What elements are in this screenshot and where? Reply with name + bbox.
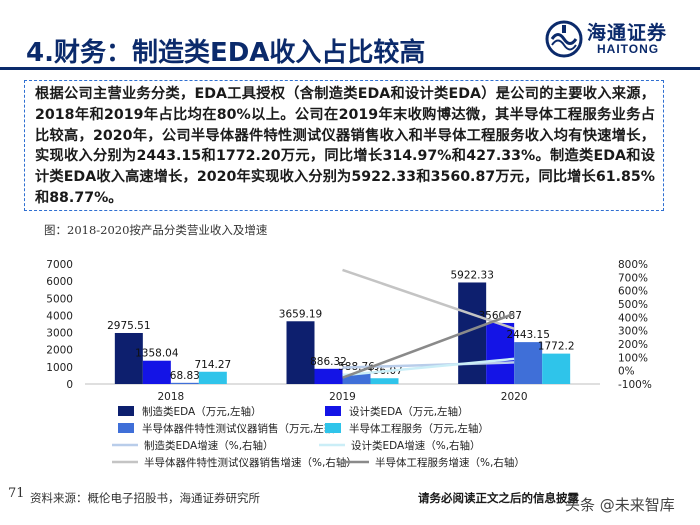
bar-data-label: 3659.19 <box>279 308 322 320</box>
x-tick-label: 2018 <box>157 391 184 403</box>
bar-data-label: 714.27 <box>194 359 231 371</box>
logo-en-text: HAITONG <box>597 42 660 56</box>
legend-swatch <box>118 423 134 433</box>
source-note: 资料来源：概伦电子招股书，海通证券研究所 <box>30 491 260 505</box>
bar-3-2018 <box>198 371 227 384</box>
legend-label: 半导体器件特性测试仪器销售增速（%,右轴） <box>144 456 357 469</box>
figure-caption: 图：2018-2020按产品分类营业收入及增速 <box>44 223 268 237</box>
bar-3-2019 <box>370 378 399 384</box>
bar-0-2019 <box>286 321 315 384</box>
bar-data-label: 886.32 <box>310 356 347 368</box>
legend-swatch <box>118 406 134 416</box>
disclaimer: 请务必阅读正文之后的信息披露 <box>418 491 579 505</box>
legend-label: 设计类EDA（万元,左轴） <box>349 405 469 418</box>
bar-data-label: 1358.04 <box>135 348 179 360</box>
right-axis-tick-label: 800% <box>618 259 648 271</box>
bar-0-2018 <box>114 332 143 384</box>
page-title: 4.财务：制造类EDA收入占比较高 <box>26 38 426 68</box>
left-axis-tick-label: 5000 <box>46 293 73 305</box>
bar-2-2020 <box>514 342 543 384</box>
bar-data-label: 2443.15 <box>506 329 549 341</box>
haitong-logo: 海通证券 HAITONG <box>545 20 695 60</box>
legend-label: 制造类EDA增速（%,右轴） <box>144 439 274 452</box>
legend-label: 设计类EDA增速（%,右轴） <box>351 439 481 452</box>
right-axis-tick-label: 700% <box>618 272 648 284</box>
right-axis-tick-label: 0% <box>618 366 635 378</box>
left-axis-tick-label: 6000 <box>46 276 73 288</box>
legend-swatch <box>325 423 341 433</box>
summary-text: 根据公司主营业务分类，EDA工具授权（含制造类EDA和设计类EDA）是公司的主要… <box>35 86 655 206</box>
growth-line-2 <box>342 268 515 330</box>
x-tick-label: 2020 <box>501 391 528 403</box>
right-axis-tick-label: 100% <box>618 352 648 364</box>
revenue-chart: 0 1000 2000 3000 4000 5000 6000 7000 -100%0% 100%… <box>46 259 652 469</box>
bar-data-label: 5922.33 <box>450 269 493 281</box>
legend-label: 半导体工程服务增速（%,右轴） <box>375 456 525 469</box>
growth-line-1 <box>342 357 515 377</box>
watermark: 头条 @未来智库 <box>565 496 675 514</box>
logo-emblem-icon <box>545 20 583 58</box>
bar-1-2020 <box>486 322 515 384</box>
right-axis-tick-label: -100% <box>618 379 652 391</box>
legend-swatch <box>325 406 341 416</box>
left-axis-tick-label: 2000 <box>46 345 73 357</box>
bar-data-label: 2975.51 <box>107 320 150 332</box>
bar-2-2018 <box>170 382 199 384</box>
bar-2-2019 <box>342 373 371 384</box>
legend-label: 半导体器件特性测试仪器销售（万元,左轴） <box>142 422 345 435</box>
left-axis-tick-label: 4000 <box>46 310 73 322</box>
left-axis-tick-label: 3000 <box>46 328 73 340</box>
bar-1-2019 <box>314 368 343 384</box>
growth-line-3 <box>342 312 515 379</box>
bar-data-label: 68.83 <box>170 370 200 382</box>
bar-1-2018 <box>142 360 171 384</box>
legend-label: 制造类EDA（万元,左轴） <box>142 405 262 418</box>
page-number: 71 <box>8 486 25 501</box>
title-divider <box>0 67 700 70</box>
legend-label: 半导体工程服务（万元,左轴） <box>349 422 489 435</box>
right-axis-tick-label: 500% <box>618 299 648 311</box>
left-axis-tick-label: 0 <box>66 379 73 391</box>
right-axis-tick-label: 400% <box>618 312 648 324</box>
left-axis-tick-label: 1000 <box>46 362 73 374</box>
logo-cn-text: 海通证券 <box>587 22 668 44</box>
bar-3-2020 <box>542 353 571 384</box>
right-axis-tick-label: 300% <box>618 326 648 338</box>
bar-data-label: 1772.2 <box>538 341 575 353</box>
summary-box: 根据公司主营业务分类，EDA工具授权（含制造类EDA和设计类EDA）是公司的主要… <box>24 80 664 211</box>
right-axis-tick-label: 200% <box>618 339 648 351</box>
right-axis-tick-label: 600% <box>618 286 648 298</box>
x-tick-label: 2019 <box>329 391 356 403</box>
left-axis-tick-label: 7000 <box>46 259 73 271</box>
